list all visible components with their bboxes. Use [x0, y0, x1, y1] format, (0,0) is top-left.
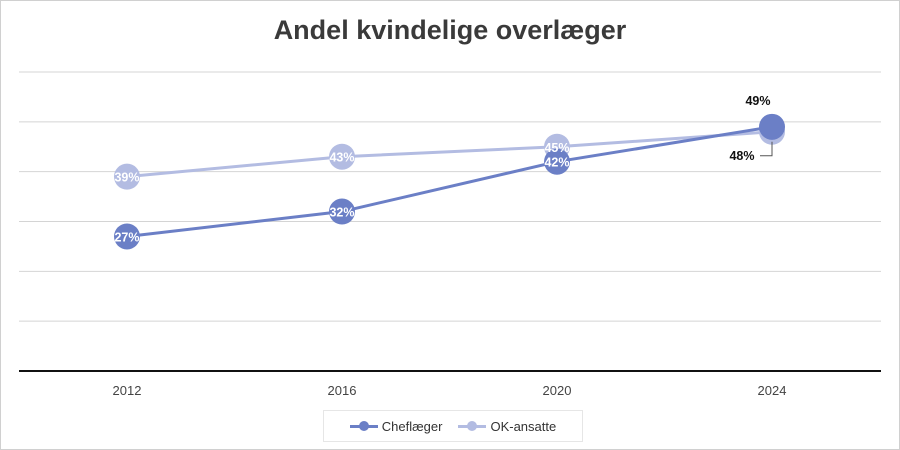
leader-line: [760, 141, 773, 157]
legend-item-ok-ansatte: OK-ansatte: [458, 419, 556, 434]
legend-swatch-ok-ansatte: [458, 420, 487, 432]
x-tick-label: 2016: [328, 383, 357, 398]
chart-title: Andel kvindelige overlæger: [273, 15, 627, 45]
x-tick-label: 2024: [758, 383, 787, 398]
data-label: 49%: [745, 94, 770, 108]
data-label: 48%: [729, 149, 754, 163]
x-tick-label: 2020: [543, 383, 572, 398]
data-label: 39%: [114, 171, 139, 185]
series-line: [126, 125, 773, 238]
x-tick-label: 2012: [113, 383, 142, 398]
legend-label-ok-ansatte: OK-ansatte: [490, 418, 557, 434]
data-point: [329, 143, 355, 170]
chart-legend: Cheflæger OK-ansatte: [323, 410, 583, 442]
data-point: [114, 223, 140, 250]
legend-swatch-cheflaeger: [349, 420, 378, 432]
legend-label-cheflaeger: Cheflæger: [381, 418, 443, 434]
data-label: 45%: [544, 141, 569, 155]
data-label: 32%: [329, 206, 354, 220]
legend-item-cheflaeger: Cheflæger: [349, 418, 443, 434]
series-line: [126, 130, 773, 179]
data-label: 42%: [544, 156, 569, 170]
data-point: [544, 148, 570, 175]
data-point: [759, 113, 785, 140]
data-point: [329, 198, 355, 225]
data-label: 27%: [114, 230, 139, 244]
data-point: [114, 163, 140, 190]
data-label: 43%: [329, 151, 354, 165]
